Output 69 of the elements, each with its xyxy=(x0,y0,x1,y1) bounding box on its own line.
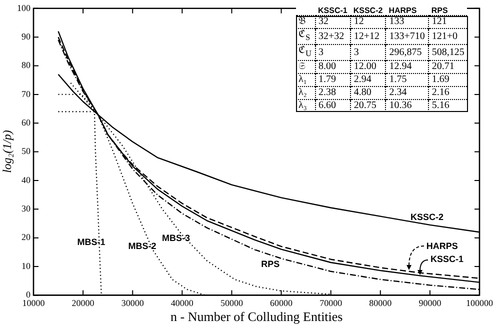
annotation: 296,875 xyxy=(386,44,428,61)
annotation: 2.34 xyxy=(386,86,428,100)
y-tick-label: 100 xyxy=(17,2,31,13)
annotation: 12.94 xyxy=(386,60,428,74)
annotation: 6.60 xyxy=(315,100,350,112)
annotation: λ₃ xyxy=(296,100,316,112)
annotation: 𝔖 xyxy=(296,60,316,74)
annotation: 12+12 xyxy=(350,28,386,45)
annotation: KSSC-2 xyxy=(352,6,384,16)
annotation: 32 xyxy=(315,16,350,29)
x-tick-label: 20000 xyxy=(72,298,95,308)
annotation: HARPS xyxy=(388,6,418,16)
annotation: ℭ$_{U}$ xyxy=(296,44,316,61)
annotation: 133+710 xyxy=(386,28,428,45)
x-tick-label: 70000 xyxy=(320,298,343,308)
annotation: 20.71 xyxy=(428,60,468,74)
y-tick-label: 10 xyxy=(22,260,31,271)
annotation: RPS xyxy=(261,259,280,270)
y-axis-title: log₂(1/p) xyxy=(0,130,14,174)
annotation: 121+0 xyxy=(428,28,468,45)
y-tick-label: 50 xyxy=(22,146,31,156)
annotation: 1.75 xyxy=(386,74,428,87)
x-tick-label: 50000 xyxy=(220,298,244,308)
x-tick-label: 60000 xyxy=(270,298,294,308)
annotation: ℭ$_{S}$ xyxy=(296,28,316,45)
y-tick-label: 0 xyxy=(26,290,31,300)
x-tick-label: 100000 xyxy=(466,298,494,308)
annotation: 1.69 xyxy=(428,74,468,87)
annotation: 2.16 xyxy=(428,86,468,100)
annotation: 12.00 xyxy=(350,60,386,74)
annotation: HARPS xyxy=(426,240,458,251)
annotation: MBS-2 xyxy=(128,240,156,251)
annotation: λ₂ xyxy=(296,86,316,100)
y-tick-label: 80 xyxy=(22,60,31,70)
annotation: 𝔅 xyxy=(296,16,316,29)
annotation: 133 xyxy=(386,16,428,29)
y-tick-label: 20 xyxy=(22,232,31,242)
annotation: 20.75 xyxy=(350,100,386,112)
annotation: 12 xyxy=(350,16,386,29)
y-tick-label: 40 xyxy=(22,174,31,185)
annotation: 4.80 xyxy=(350,86,386,100)
annotation: 1.79 xyxy=(315,74,350,87)
annotation: 121 xyxy=(428,16,468,29)
annotation: RPS xyxy=(430,6,449,16)
y-tick-label: 30 xyxy=(22,204,31,214)
annotation: 5.16 xyxy=(428,100,468,112)
annotation: KSSC-1 xyxy=(430,254,464,264)
annotation: 10.36 xyxy=(386,100,428,112)
annotation: KSSC-2 xyxy=(410,212,444,222)
annotation: λ₁ xyxy=(296,74,316,87)
x-tick-label: 30000 xyxy=(121,298,144,308)
annotation: 508,125 xyxy=(428,44,468,61)
x-axis-title: n - Number of Colluding Entities xyxy=(170,309,343,325)
annotation: 2.38 xyxy=(315,86,350,100)
annotation: 8.00 xyxy=(315,60,350,74)
y-tick-label: 70 xyxy=(22,88,31,99)
annotation: KSSC-1 xyxy=(317,6,348,16)
x-tick-label: 40000 xyxy=(170,298,194,308)
annotation: 3 xyxy=(350,44,386,61)
annotation: 32+32 xyxy=(315,28,350,45)
x-tick-label: 90000 xyxy=(418,298,442,308)
annotation: MBS-1 xyxy=(77,237,106,248)
annotation: MBS-3 xyxy=(162,233,190,244)
annotation: 2.94 xyxy=(350,74,386,87)
y-tick-label: 90 xyxy=(22,31,31,42)
y-tick-label: 60 xyxy=(22,117,31,128)
x-tick-label: 10000 xyxy=(22,298,46,308)
x-tick-label: 80000 xyxy=(369,298,392,308)
annotation: 3 xyxy=(315,44,350,61)
